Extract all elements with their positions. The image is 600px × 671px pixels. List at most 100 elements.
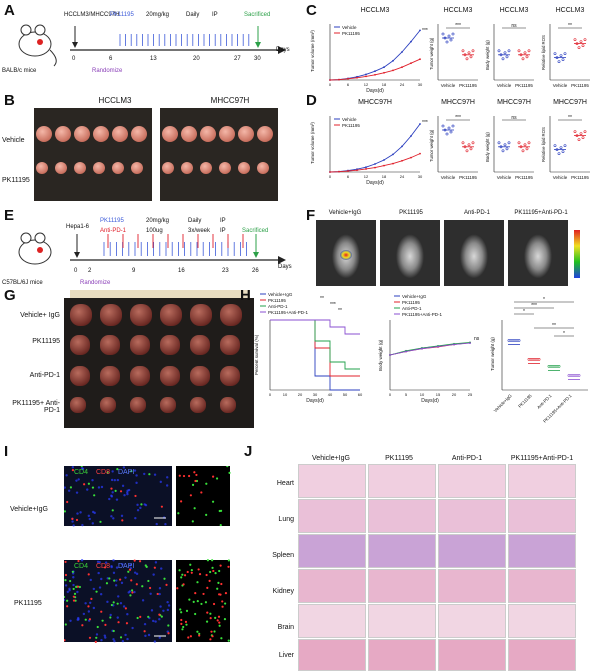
panel-e-route1: IP: [220, 218, 226, 224]
cd8-cell: [220, 582, 223, 586]
sig-mark: **: [338, 308, 342, 314]
dapi-nucleus: [100, 577, 103, 581]
data-point: [410, 62, 412, 65]
dapi-nucleus: [141, 599, 145, 602]
scatter-point: [561, 58, 565, 62]
cd8-cell: [224, 591, 228, 595]
tumor-specimen: [70, 335, 90, 355]
cd4-cell: [211, 500, 215, 503]
dapi-nucleus: [116, 616, 119, 619]
cd8-cell: [212, 602, 216, 606]
cd8-cell: [197, 568, 200, 571]
tumor-specimen: [220, 304, 242, 326]
panel-f-label-1: Vehicle+IgG: [328, 210, 362, 216]
cd4-cell: [185, 609, 189, 612]
data-point: [338, 78, 340, 81]
dapi-nucleus: [164, 522, 167, 526]
cd8-cell: [76, 585, 80, 588]
panel-c-letter: C: [306, 2, 317, 19]
cd4-cell: [145, 565, 148, 568]
cd4-cell: [108, 577, 111, 580]
cd8-cell: [156, 592, 159, 596]
dapi-nucleus: [111, 491, 114, 494]
data-point: [356, 169, 358, 172]
panel-b-col2: MHCC97H: [210, 96, 250, 105]
dapi-nucleus: [87, 514, 91, 518]
cd4-cell: [130, 589, 134, 592]
panel-j-row-lung: Lung: [278, 516, 294, 523]
cd4-cell: [196, 581, 199, 584]
legend-label: Vehicle: [342, 117, 357, 122]
cd8-cell: [64, 560, 67, 564]
dapi-nucleus: [166, 608, 170, 612]
dapi-nucleus: [88, 517, 91, 521]
x-tick: 0: [329, 174, 332, 179]
data-point: [392, 69, 394, 72]
cd8-cell: [148, 586, 152, 590]
y-label: Tumor weight (g): [429, 37, 434, 70]
group-label: Anti-PD-1: [536, 393, 553, 410]
dapi-nucleus: [134, 516, 137, 520]
scatter-point: [501, 57, 505, 61]
group-label: PK11195: [515, 83, 533, 88]
cd8-cell: [143, 630, 146, 633]
scatter-point: [581, 136, 585, 140]
cd4-cell: [91, 486, 95, 489]
he-stain-image: [368, 604, 436, 638]
cd8-cell: [121, 519, 124, 522]
dapi-nucleus: [65, 474, 68, 477]
bioluminescence-image: [508, 220, 568, 286]
cd8-cell: [206, 611, 209, 614]
legend-label: Anti-PD-1: [402, 306, 422, 311]
dapi-nucleus: [76, 512, 79, 515]
dapi-nucleus: [77, 616, 80, 620]
bw-line-Vehicle+IgG: [389, 342, 471, 356]
cd4-cell: [95, 636, 98, 639]
bioluminescence-image: [380, 220, 440, 286]
group-label: Vehicle: [441, 83, 456, 88]
dapi-nucleus: [108, 497, 111, 501]
scatter-title: HCCLM3: [556, 7, 585, 14]
x-label: Days(d): [306, 398, 324, 404]
cd4-cell: [93, 494, 96, 497]
cd4-cell: [101, 619, 104, 622]
x-tick: 24: [400, 174, 405, 179]
scatter-point: [469, 55, 473, 59]
y-label: Relative lipid ROS: [541, 35, 546, 70]
x-tick: 10: [283, 392, 288, 397]
scatter-point: [557, 60, 561, 64]
tumor-specimen: [55, 126, 71, 142]
group-label: PK11195: [459, 83, 477, 88]
x-tick: 60: [358, 392, 363, 397]
y-label: Tumor volume (mm³): [310, 30, 315, 72]
panel-a-mouse-label: BALB/c mice: [2, 68, 37, 74]
cd4-cell: [227, 639, 230, 642]
dapi-nucleus: [135, 474, 138, 477]
he-stain-image: [438, 499, 506, 533]
cd8-cell: [178, 474, 181, 477]
x-tick: 50: [343, 392, 348, 397]
panel-e-timeline: [18, 232, 286, 265]
scatter-title: MHCC97H: [553, 99, 587, 106]
data-point: [410, 135, 412, 137]
cd4-cell: [66, 599, 69, 602]
dapi-nucleus: [155, 522, 158, 526]
dapi-nucleus: [97, 571, 100, 575]
dapi-nucleus: [92, 587, 96, 591]
data-point: [410, 156, 412, 159]
he-stain-image: [508, 604, 576, 638]
cd8-cell: [90, 597, 93, 600]
dapi-nucleus: [72, 524, 75, 527]
data-point: [392, 162, 394, 165]
scatter-point: [507, 49, 511, 53]
cd4-cell: [116, 602, 119, 605]
dapi-nucleus: [136, 503, 139, 507]
data-point: [365, 75, 367, 78]
panel-g-letter: G: [4, 287, 16, 304]
tumor-specimen: [238, 162, 250, 174]
dapi-nucleus: [100, 485, 104, 489]
tumor-signal: [340, 250, 352, 260]
group-label: Vehicle: [497, 83, 512, 88]
dapi-nucleus: [110, 515, 113, 518]
panel-a-drug: PK11195: [110, 12, 134, 18]
